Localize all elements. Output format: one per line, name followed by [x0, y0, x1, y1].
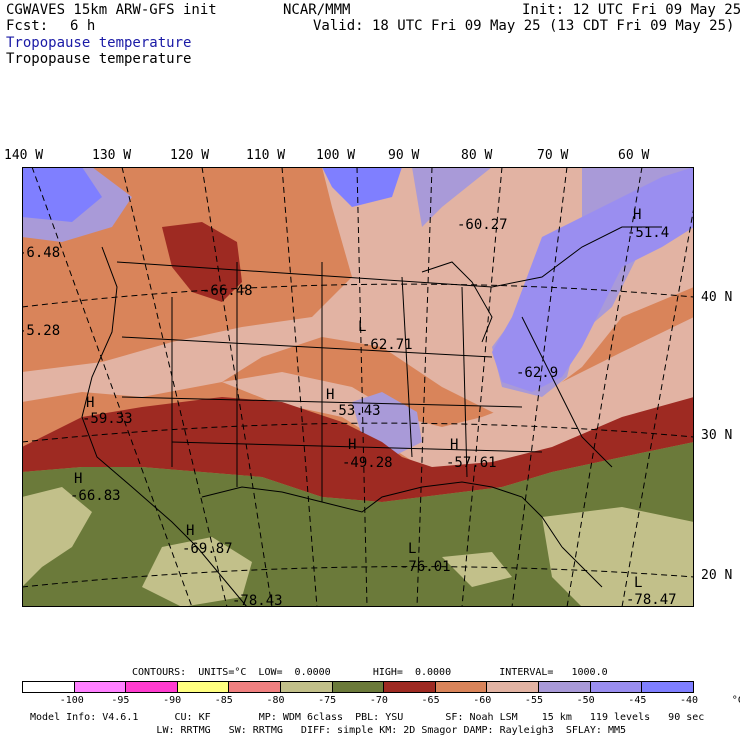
field-value: -59.33 [82, 411, 133, 427]
color-scale-tick: °C [731, 695, 740, 706]
field-value: -76.01 [400, 559, 451, 575]
model-title: CGWAVES 15km ARW-GFS init [6, 2, 217, 18]
lon-label: 110 W [246, 148, 286, 163]
color-swatch [281, 682, 333, 692]
lon-label: 90 W [388, 148, 420, 163]
field-value: -49.28 [342, 455, 393, 471]
lon-label: 80 W [461, 148, 493, 163]
field-marker: L [358, 319, 366, 335]
lat-label: 40 N [701, 290, 733, 305]
field-marker: H [74, 471, 82, 487]
color-scale-tick: -85 [214, 695, 233, 706]
lat-label: 30 N [701, 428, 733, 443]
lon-label: 130 W [92, 148, 132, 163]
color-swatch [487, 682, 540, 692]
color-swatch [332, 682, 385, 692]
color-scale-tick: -60 [473, 695, 492, 706]
color-scale-tick: -100 [59, 695, 84, 706]
color-scale-tick: -70 [369, 695, 388, 706]
field-marker: H [348, 437, 356, 453]
field-value: -62.71 [362, 337, 413, 353]
model-info-line2: LW: RRTMG SW: RRTMG DIFF: simple KM: 2D … [30, 725, 627, 736]
color-swatch [590, 682, 643, 692]
field-value: -66.48 [202, 283, 253, 299]
color-scale-tick: -80 [266, 695, 285, 706]
color-swatch [177, 682, 230, 692]
field-value: -57.61 [446, 455, 497, 471]
field-value: -78.47 [626, 592, 677, 607]
valid-time: Valid: 18 UTC Fri 09 May 25 (13 CDT Fri … [313, 18, 735, 34]
forecast-value: 6 h [70, 18, 96, 34]
color-swatch [23, 682, 75, 692]
color-scale-tick: -65 [421, 695, 440, 706]
color-scale-bar [22, 681, 694, 693]
lon-label: 120 W [170, 148, 210, 163]
color-swatch [126, 682, 178, 692]
field-value: -5.28 [22, 323, 60, 339]
band-minus50-45-east [492, 167, 694, 392]
field-value: -78.43 [232, 593, 283, 607]
band-minus45-40-north [322, 167, 402, 207]
color-swatch [539, 682, 591, 692]
org-label: NCAR/MMM [283, 2, 351, 18]
field-marker: H [186, 523, 194, 539]
field-labels: -60.27 H -51.4 -6.48 -66.48 -5.28 L -62.… [22, 207, 677, 607]
field-value: -53.43 [330, 403, 381, 419]
color-scale-tick: -40 [680, 695, 699, 706]
field-title-secondary: Tropopause temperature [6, 51, 192, 67]
color-scale-tick: -45 [628, 695, 647, 706]
model-info-line1: Model Info: V4.6.1 CU: KF MP: WDM 6class… [30, 712, 705, 723]
graticule [22, 167, 694, 607]
lon-label: 70 W [537, 148, 569, 163]
field-marker: H [86, 395, 94, 411]
field-marker: H [450, 437, 458, 453]
map-frame [22, 167, 694, 607]
color-swatch [642, 682, 693, 692]
field-value: -51.4 [627, 225, 669, 241]
field-title-primary: Tropopause temperature [6, 35, 192, 51]
color-scale-tick: -75 [318, 695, 337, 706]
field-value: -60.27 [457, 217, 508, 233]
forecast-label: Fcst: [6, 18, 49, 34]
color-scale-tick: -50 [576, 695, 595, 706]
band-minus45-40-nw [22, 167, 102, 222]
field-marker: L [408, 541, 416, 557]
lon-label: 140 W [4, 148, 44, 163]
lon-label: 100 W [316, 148, 356, 163]
color-swatch [74, 682, 127, 692]
field-marker: H [326, 387, 334, 403]
lat-label: 20 N [701, 568, 733, 583]
contours-info: CONTOURS: UNITS=°C LOW= 0.0000 HIGH= 0.0… [132, 667, 608, 678]
color-scale-tick: -95 [111, 695, 130, 706]
band-minus70-65-south [22, 397, 694, 502]
band-minus75-70-sw [142, 537, 252, 607]
band-minus70-65-north [162, 222, 242, 302]
field-value: -69.87 [182, 541, 233, 557]
init-time: Init: 12 UTC Fri 09 May 25 [522, 2, 740, 18]
band-minus75-70-gulf [442, 552, 512, 587]
tropopause-temperature-map: -60.27 H -51.4 -6.48 -66.48 -5.28 L -62.… [22, 167, 694, 607]
band-minus60-55-south [222, 317, 694, 467]
field-marker: H [633, 207, 641, 223]
field-value: -62.9 [516, 365, 558, 381]
lon-label: 60 W [618, 148, 650, 163]
field-value: -66.83 [70, 488, 121, 504]
color-swatch [384, 682, 436, 692]
color-scale-tick: -55 [524, 695, 543, 706]
borders [81, 226, 662, 607]
color-scale-tick: -90 [163, 695, 182, 706]
band-minus75-70-w [22, 487, 92, 587]
field-marker: L [634, 575, 642, 591]
field-value: -6.48 [22, 245, 60, 261]
color-swatch [435, 682, 488, 692]
color-swatch [229, 682, 282, 692]
